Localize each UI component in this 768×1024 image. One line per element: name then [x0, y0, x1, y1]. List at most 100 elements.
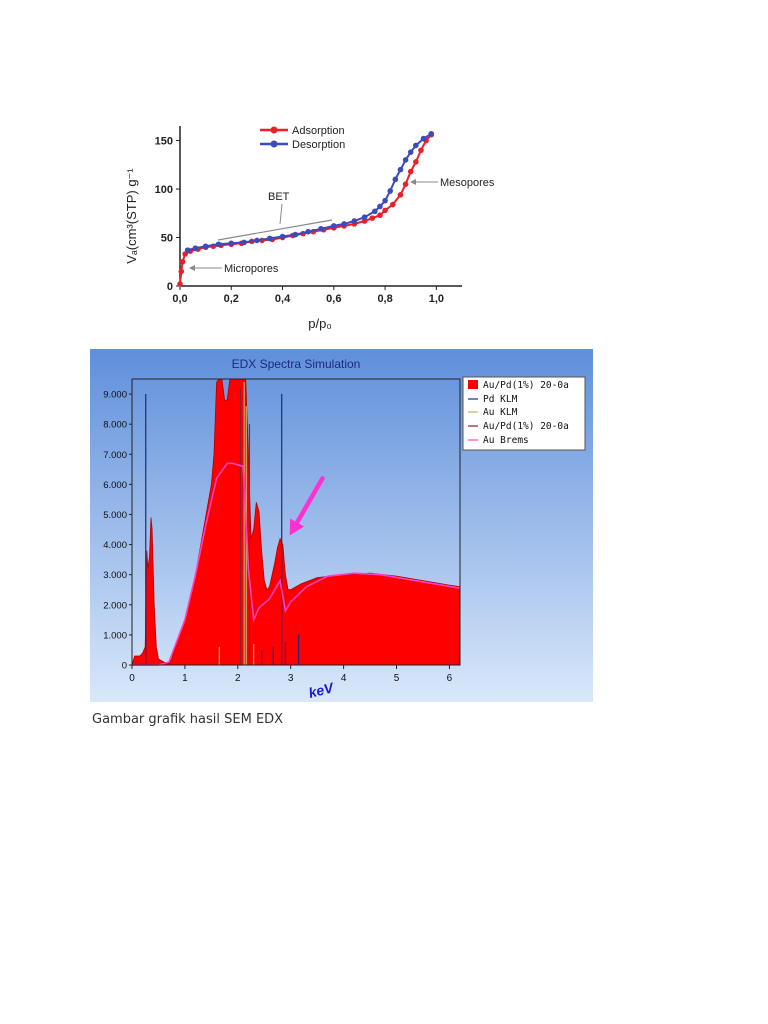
bet-annotation-line — [217, 219, 333, 241]
bet-annotation-label: BET — [268, 191, 290, 203]
edx-y-tick-label: 9.000 — [103, 390, 127, 401]
edx-y-tick-label: 7.000 — [103, 450, 127, 461]
edx-legend: Au/Pd(1%) 20-0a Pd KLM Au KLM Au/Pd(1%) … — [462, 376, 586, 451]
legend-adsorption-label: Adsorption — [292, 125, 345, 137]
adsorption-data-point — [413, 159, 419, 165]
adsorption-data-point — [178, 268, 185, 275]
edx-x-tick-label: 0 — [129, 673, 135, 684]
desorption-data-point — [241, 239, 247, 246]
isotherm-x-axis-label: p/p₀ — [308, 316, 331, 331]
edx-legend-box — [462, 376, 586, 451]
isotherm-y-tick-label: 50 — [161, 233, 173, 245]
desorption-data-point — [377, 203, 383, 210]
desorption-data-point — [428, 130, 435, 137]
edx-y-tick-label: 6.000 — [103, 480, 127, 491]
isotherm-x-tick-label: 0,0 — [172, 293, 187, 305]
au-brems-line — [132, 462, 461, 666]
mesopores-arrow-head — [410, 179, 416, 185]
desorption-data-point — [279, 233, 286, 240]
edx-x-tick-label: 2 — [235, 673, 241, 684]
adsorption-data-point — [418, 147, 424, 154]
legend-pd-klm-label: Pd KLM — [483, 394, 518, 405]
adsorption-data-point — [402, 181, 409, 187]
adsorption-data-point — [361, 218, 368, 224]
desorption-data-point — [202, 243, 209, 250]
desorption-data-point — [184, 247, 191, 253]
edx-x-tick-label: 1 — [182, 673, 188, 684]
edx-x-axis-label: keV — [307, 679, 337, 701]
bet-annotation-pointer — [279, 203, 283, 225]
adsorption-data-point — [407, 168, 414, 175]
adsorption-data-point — [389, 201, 396, 208]
isotherm-grid-layer — [179, 126, 462, 287]
adsorption-series-line — [179, 134, 432, 285]
edx-x-tick-label: 4 — [341, 673, 347, 684]
desorption-data-point — [402, 157, 409, 163]
isotherm-chart: 0,0 0,2 0,4 0,6 0,8 1,0 0 50 100 150 Adsorption D… — [124, 125, 495, 331]
isotherm-y-tick-label: 100 — [155, 184, 173, 196]
edx-y-tick-label: 5.000 — [103, 510, 127, 521]
desorption-data-point — [372, 208, 378, 215]
isotherm-x-tick-label: 1,0 — [429, 293, 444, 305]
desorption-data-point — [420, 135, 427, 142]
isotherm-x-tick-label: 0,4 — [275, 293, 291, 305]
edx-x-tick-label: 6 — [447, 673, 453, 684]
desorption-data-point — [397, 166, 404, 173]
desorption-data-point — [341, 221, 347, 227]
isotherm-x-tick-label: 0,6 — [326, 293, 341, 305]
isotherm-legend: Adsorption Desorption — [260, 125, 345, 151]
adsorption-data-point — [369, 215, 376, 221]
edx-plot-frame — [131, 378, 461, 666]
desorption-data-point — [192, 245, 199, 251]
edx-chart-title: EDX Spectra Simulation — [232, 357, 361, 371]
adsorption-data-point — [397, 192, 404, 198]
desorption-data-point — [305, 228, 311, 235]
legend-desorption-label: Desorption — [292, 139, 345, 151]
isotherm-x-tick-label: 0,2 — [224, 293, 239, 305]
edx-chart: EDX Spectra Simulation 0 1 2 3 4 5 6 0 1.000 2.00… — [90, 349, 593, 702]
legend-adsorption-marker — [270, 126, 278, 134]
desorption-data-point — [387, 188, 394, 194]
edx-y-tick-label: 1.000 — [103, 630, 127, 641]
desorption-data-point — [318, 225, 324, 232]
edx-arrow-annotation — [289, 476, 325, 536]
legend-au-pd-fill-swatch — [468, 380, 478, 389]
isotherm-y-axis-label: Vₐ(cm³(STP) g⁻¹ — [124, 168, 139, 264]
micropores-arrow-head — [189, 265, 195, 271]
mesopores-annotation-label: Mesopores — [440, 177, 495, 189]
legend-au-pd-line-label: Au/Pd(1%) 20-0a — [483, 421, 569, 432]
isotherm-x-tick-label: 0,8 — [377, 293, 392, 305]
desorption-data-point — [254, 237, 260, 244]
legend-au-klm-label: Au KLM — [483, 407, 518, 418]
desorption-data-point — [292, 231, 299, 238]
isotherm-y-tick-label: 150 — [155, 136, 173, 148]
desorption-data-point — [382, 197, 388, 204]
isotherm-y-tick-label: 0 — [167, 281, 173, 293]
desorption-data-point — [413, 142, 419, 149]
desorption-data-point — [215, 241, 222, 248]
desorption-data-point — [266, 235, 273, 242]
legend-desorption-marker — [270, 140, 278, 148]
edx-x-tick-label: 5 — [394, 673, 400, 684]
legend-au-pd-label: Au/Pd(1%) 20-0a — [483, 380, 569, 391]
edx-y-tick-label: 0 — [122, 661, 127, 672]
desorption-data-point — [351, 218, 358, 224]
figure-caption: Gambar grafik hasil SEM EDX — [92, 712, 284, 727]
edx-x-tick-label: 3 — [288, 673, 294, 684]
edx-y-tick-label: 2.000 — [103, 600, 127, 611]
adsorption-data-point — [177, 281, 183, 287]
adsorption-data-point — [377, 212, 383, 219]
adsorption-data-point — [179, 258, 186, 265]
adsorption-data-point — [382, 207, 388, 214]
desorption-data-point — [361, 214, 368, 220]
desorption-data-point — [228, 240, 235, 247]
desorption-data-point — [392, 176, 399, 183]
desorption-data-point — [331, 223, 337, 229]
desorption-data-point — [407, 149, 414, 155]
edx-y-tick-label: 4.000 — [103, 540, 127, 551]
micropores-annotation-label: Micropores — [224, 263, 279, 275]
edx-arrow-shaft — [294, 476, 325, 525]
edx-y-tick-label: 8.000 — [103, 420, 127, 431]
edx-y-tick-label: 3.000 — [103, 570, 127, 581]
edx-arrow-head — [289, 518, 305, 536]
